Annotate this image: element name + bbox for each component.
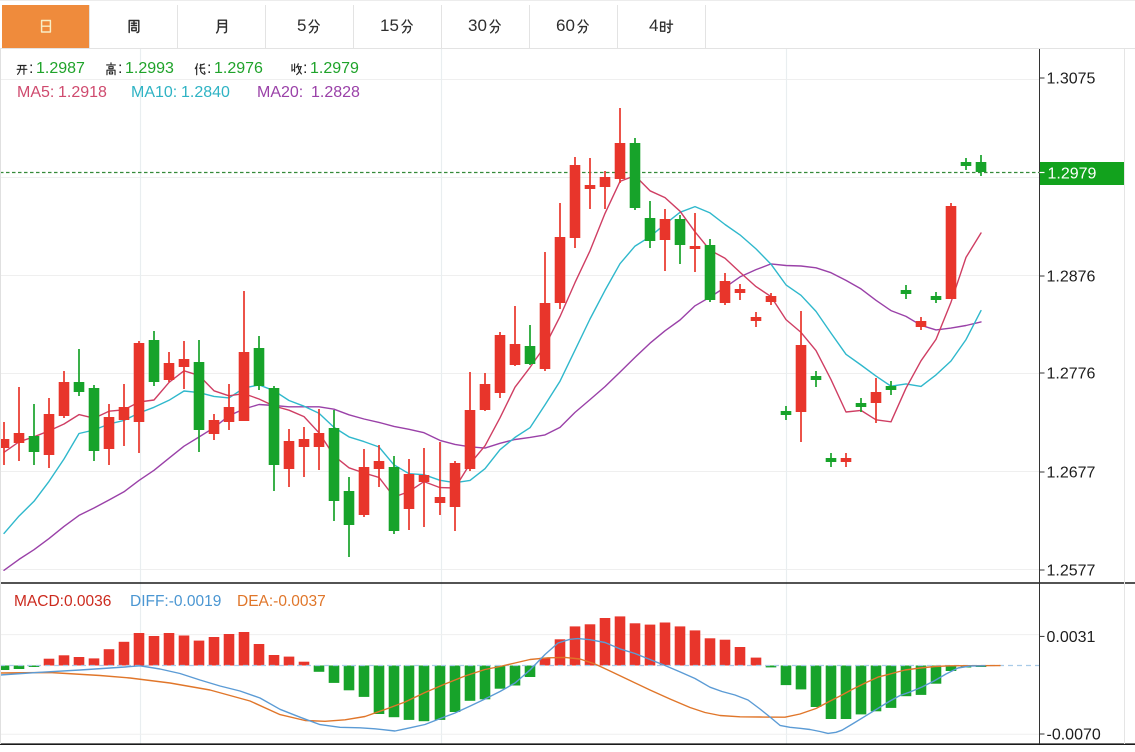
svg-text:0.0031: 0.0031	[1047, 629, 1096, 646]
svg-text:1.2876: 1.2876	[1047, 269, 1096, 286]
svg-text:1.3075: 1.3075	[1047, 71, 1096, 88]
svg-text:-0.0070: -0.0070	[1047, 727, 1101, 744]
svg-text:1.2776: 1.2776	[1047, 366, 1096, 383]
svg-text:1.2979: 1.2979	[1048, 166, 1097, 183]
svg-text:1.2677: 1.2677	[1047, 465, 1096, 482]
svg-text:1.2577: 1.2577	[1047, 563, 1096, 580]
